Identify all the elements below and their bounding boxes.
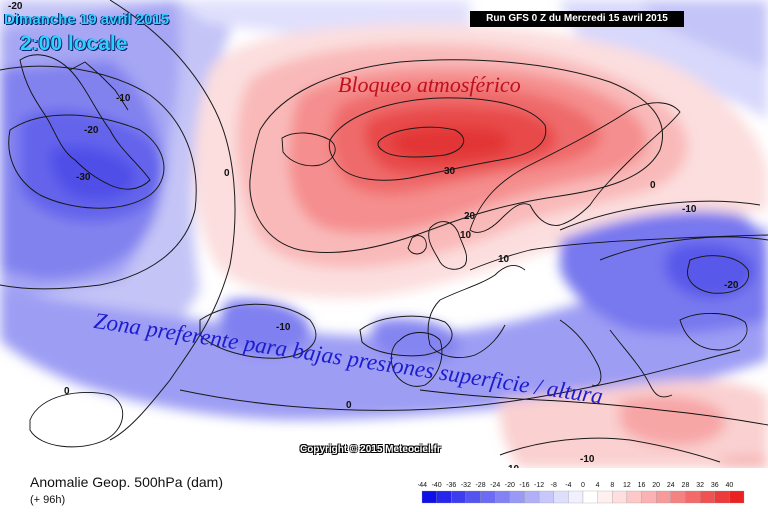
geopotential-anomaly-map: -20 -10 -20 -30 0 30 20 10 10 0 -10 -20 … [0,0,768,468]
legend-tick-label: 24 [667,482,675,489]
legend-tick-label: 8 [610,482,614,489]
legend-tick-label: -32 [461,482,471,489]
legend-tick-label: -24 [490,482,500,489]
legend-swatch [524,490,540,504]
legend-swatch [465,490,481,504]
contour-label: 0 [224,168,230,179]
contour-label: 30 [444,166,456,177]
legend-swatch [538,490,554,504]
contour-label: -20 [84,125,99,136]
contour-label: -20 [8,1,23,12]
legend-swatch [714,490,730,504]
legend-tick-label: 16 [638,482,646,489]
contour-label: 0 [64,386,70,397]
contour-label: 20 [464,211,476,222]
legend-tick-label: -28 [475,482,485,489]
legend-swatch [685,490,701,504]
legend-tick-label: -44 [418,482,427,489]
legend-tick-label: -12 [534,482,544,489]
legend-tick-label: 12 [623,482,631,489]
legend-swatch [436,490,452,504]
legend-swatch [656,490,671,504]
legend-swatch [729,490,745,504]
legend-tick-label: 36 [711,482,719,489]
legend-swatch [451,490,467,504]
contour-label: 0 [650,180,656,191]
legend-swatch [509,490,525,504]
legend-tick-label: -8 [551,482,557,489]
contour-label: 0 [346,400,352,411]
legend-tick-label: 32 [696,482,704,489]
legend-swatch [553,490,569,504]
legend-tick-label: 28 [682,482,690,489]
legend-swatch [480,490,496,504]
blocking-annotation: Bloqueo atmosférico [338,72,521,97]
coastlines [19,54,768,448]
legend-swatch [641,490,657,504]
contour-label: 10 [460,230,472,241]
contour-label: 10 [508,464,520,468]
model-run-banner: Run GFS 0 Z du Mercredi 15 avril 2015 [470,11,684,27]
legend-tick-label: -4 [565,482,571,489]
legend-swatch [495,490,510,504]
legend-swatch [612,490,628,504]
valid-time: 2:00 locale [20,32,128,55]
legend-tick-label: 40 [725,482,733,489]
legend-swatch [699,490,715,504]
contour-label: 10 [498,254,510,265]
legend-tick-label: -40 [432,482,442,489]
legend-tick-label: -16 [519,482,529,489]
legend-swatch [670,490,686,504]
valid-date: Dimanche 19 avril 2015 [4,11,170,28]
legend-tick-label: -20 [505,482,515,489]
legend-swatch [421,490,437,504]
contour-label: -20 [724,280,739,291]
map-title: Anomalie Geop. 500hPa (dam) [30,474,223,490]
contour-label: -30 [76,172,91,183]
legend-tick-label: 0 [581,482,585,489]
forecast-lead-time: (+ 96h) [30,494,66,506]
contour-label: -10 [276,322,291,333]
legend-tick-label: 4 [596,482,600,489]
copyright-notice: Copyright © 2015 Meteociel.fr [300,444,441,455]
contour-label: -10 [580,454,595,465]
legend-swatch [626,490,642,504]
legend-swatch [582,490,598,504]
contour-label: -10 [116,93,131,104]
legend-tick-label: -36 [446,482,456,489]
color-scale-legend: -44-40-36-32-28-24-20-16-12-8-4048121620… [418,482,745,504]
legend-swatch [568,490,584,504]
legend-swatch [597,490,613,504]
contour-label: -10 [682,204,697,215]
anomaly-contours [0,0,768,463]
contour-labels: -20 -10 -20 -30 0 30 20 10 10 0 -10 -20 … [8,1,739,468]
legend-tick-label: 20 [652,482,660,489]
